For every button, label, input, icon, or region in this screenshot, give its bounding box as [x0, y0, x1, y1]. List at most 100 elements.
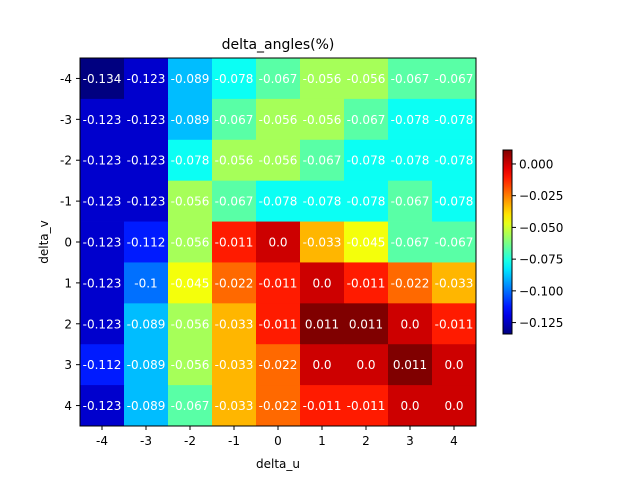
- colorbar-tick-label: −0.100: [519, 284, 563, 298]
- cell-value-label: 0.0: [400, 399, 419, 413]
- heatmap-cell: [80, 139, 125, 182]
- heatmap-cell: [344, 303, 389, 345]
- chart-title: delta_angles(%): [222, 37, 335, 53]
- y-tick-label: 1: [64, 276, 72, 290]
- cell-value-label: -0.022: [259, 358, 298, 372]
- heatmap-cell: [168, 385, 213, 427]
- heatmap-cell: [432, 98, 477, 141]
- x-tick-label: -2: [184, 434, 196, 448]
- y-axis-ticks: -4 -3 -2 -1 0 1 2 3 4: [60, 72, 80, 413]
- cell-value-label: 0.0: [444, 358, 463, 372]
- heatmap-cell: [212, 221, 257, 263]
- heatmap-cell: [80, 180, 125, 222]
- cell-value-label: -0.056: [171, 236, 210, 250]
- heatmap-cell: [80, 98, 125, 141]
- cell-value-label: -0.1: [134, 276, 157, 290]
- heatmap-cell: [300, 385, 345, 427]
- cell-value-label: -0.033: [215, 317, 254, 331]
- cell-value-label: -0.033: [215, 358, 254, 372]
- heatmap-cell: [168, 221, 213, 263]
- x-tick-label: 3: [406, 434, 414, 448]
- y-tick-label: -4: [60, 72, 72, 86]
- cell-value-label: -0.089: [171, 72, 210, 86]
- heatmap-cell: [300, 221, 345, 263]
- cell-value-label: -0.078: [435, 113, 474, 127]
- cell-value-label: -0.123: [127, 154, 166, 168]
- colorbar-tick-label: −0.075: [519, 253, 563, 267]
- heatmap-cell: [344, 58, 389, 100]
- colorbar-tick-label: 0.000: [519, 157, 553, 171]
- cell-value-label: -0.067: [391, 236, 430, 250]
- cell-value-label: -0.067: [259, 72, 298, 86]
- cell-value-label: -0.011: [259, 276, 298, 290]
- heatmap-cell: [124, 344, 169, 386]
- x-tick-label: 0: [274, 434, 282, 448]
- heatmap-cell: [80, 221, 125, 263]
- cell-value-label: 0.0: [268, 236, 287, 250]
- heatmap-cell: [80, 385, 125, 427]
- heatmap-cell: [300, 344, 345, 386]
- heatmap-cell: [168, 58, 213, 100]
- cell-value-label: 0.0: [312, 276, 331, 290]
- heatmap-cell: [256, 58, 301, 100]
- colorbar-tick-label: −0.050: [519, 221, 563, 235]
- cell-value-label: -0.067: [171, 399, 210, 413]
- heatmap-cell: [212, 58, 257, 100]
- cell-value-label: -0.067: [303, 154, 342, 168]
- heatmap-cell: [168, 180, 213, 222]
- heatmap-cell: [256, 221, 301, 263]
- heatmap-cell: [124, 221, 169, 263]
- cell-value-label: -0.056: [171, 317, 210, 331]
- cell-value-label: -0.112: [127, 236, 166, 250]
- cell-value-label: -0.078: [303, 195, 342, 209]
- y-tick-label: -3: [60, 113, 72, 127]
- cell-value-label: -0.078: [347, 154, 386, 168]
- cell-value-label: -0.033: [215, 399, 254, 413]
- heatmap-cell: [388, 344, 433, 386]
- heatmap-cell: [80, 262, 125, 304]
- cell-value-label: -0.078: [391, 154, 430, 168]
- cell-value-label: -0.011: [435, 317, 474, 331]
- heatmap-cell: [256, 98, 301, 141]
- heatmap-cell: [432, 180, 477, 222]
- y-tick-label: 2: [64, 317, 72, 331]
- heatmap-cell: [124, 303, 169, 345]
- cell-value-label: -0.022: [215, 276, 254, 290]
- cell-value-label: -0.011: [215, 236, 254, 250]
- heatmap-cells: [80, 58, 477, 427]
- heatmap-cell: [168, 344, 213, 386]
- heatmap-cell: [256, 385, 301, 427]
- cell-value-label: -0.056: [171, 358, 210, 372]
- cell-value-label: -0.112: [83, 358, 122, 372]
- heatmap-cell: [212, 344, 257, 386]
- heatmap-cell: [256, 180, 301, 222]
- heatmap-cell: [300, 139, 345, 182]
- heatmap-cell: [212, 385, 257, 427]
- colorbar: −0.125 −0.100 −0.075 −0.050 −0.025 0.000: [502, 149, 563, 335]
- cell-value-label: -0.045: [171, 276, 210, 290]
- heatmap-cell: [344, 98, 389, 141]
- cell-value-label: -0.123: [83, 276, 122, 290]
- x-tick-label: 4: [450, 434, 458, 448]
- heatmap-cell: [432, 385, 477, 427]
- cell-value-label: -0.123: [127, 72, 166, 86]
- heatmap-cell: [124, 385, 169, 427]
- cell-value-label: -0.078: [347, 195, 386, 209]
- colorbar-tick-label: −0.125: [519, 316, 563, 330]
- cell-value-label: -0.078: [435, 154, 474, 168]
- cell-value-label: -0.022: [259, 399, 298, 413]
- cell-value-label: -0.134: [83, 72, 122, 86]
- y-tick-label: 3: [64, 358, 72, 372]
- cell-value-label: -0.078: [259, 195, 298, 209]
- cell-value-label: 0.011: [349, 317, 383, 331]
- cell-value-label: -0.123: [127, 195, 166, 209]
- cell-value-label: -0.123: [83, 317, 122, 331]
- heatmap-cell: [124, 98, 169, 141]
- heatmap-cell: [388, 262, 433, 304]
- y-tick-label: -1: [60, 195, 72, 209]
- heatmap-cell: [256, 262, 301, 304]
- cell-value-label: -0.067: [215, 195, 254, 209]
- cell-value-label: -0.067: [391, 195, 430, 209]
- cell-value-label: -0.067: [347, 113, 386, 127]
